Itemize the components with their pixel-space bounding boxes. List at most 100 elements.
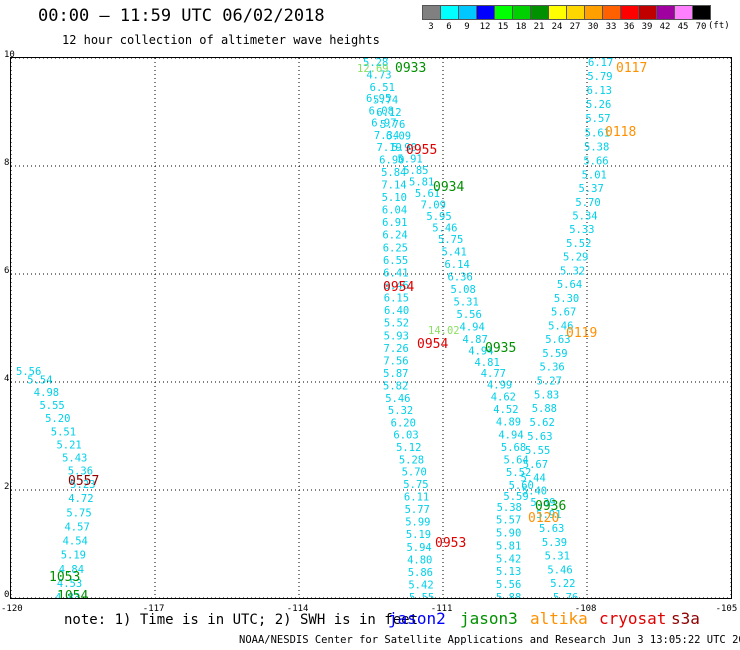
wave-height-label: 5.20 [45, 413, 70, 425]
wave-height-label: 5.10 [382, 192, 407, 204]
wave-height-label: 5.08 [451, 284, 476, 296]
colorbar-swatch [602, 5, 621, 20]
wave-height-label: 5.88 [532, 403, 557, 415]
wave-height-label: 5.27 [537, 376, 562, 388]
wave-height-label: 7.34 [374, 130, 399, 142]
wave-height-label: 5.39 [530, 497, 555, 509]
outlier-wave-label: 12.69 [357, 63, 389, 75]
wave-height-label: 5.63 [527, 431, 552, 443]
wave-height-label: 6.11 [404, 492, 429, 504]
wave-height-label: 5.55 [39, 400, 64, 412]
wave-height-label: 5.31 [545, 551, 570, 563]
wave-height-label: 5.52 [566, 238, 591, 250]
colorbar-level: 42 [659, 22, 671, 32]
wave-height-label: 6.25 [383, 242, 408, 254]
wave-height-label: 6.24 [382, 230, 407, 242]
wave-height-label: 5.90 [496, 528, 521, 540]
satellite-s3a: s3a [671, 609, 700, 628]
colorbar-swatch [674, 5, 693, 20]
x-tick-label: -120 [1, 604, 23, 614]
wave-height-label: 5.22 [550, 578, 575, 590]
wave-height-label: 5.30 [554, 293, 579, 305]
colorbar-level: 36 [623, 22, 635, 32]
pass-time-label: 0954 [383, 280, 414, 295]
wave-height-label: 5.38 [497, 502, 522, 514]
satellite-jason3: jason3 [460, 609, 518, 628]
colorbar-swatch [692, 5, 711, 20]
wave-height-label: 5.33 [569, 224, 594, 236]
wave-height-label: 5.52 [384, 318, 409, 330]
wave-height-label: 6.51 [370, 82, 395, 94]
wave-height-label: 5.74 [373, 94, 398, 106]
wave-height-label: 4.94 [460, 322, 485, 334]
colorbar [422, 5, 711, 20]
wave-height-label: 5.63 [539, 523, 564, 535]
pass-time-label: 0934 [433, 180, 464, 195]
wave-height-label: 5.75 [438, 234, 463, 246]
wave-height-label: 6.41 [383, 267, 408, 279]
wave-height-label: 5.42 [408, 579, 433, 591]
pass-time-label: 0954 [417, 337, 448, 352]
wave-height-label: 5.87 [383, 368, 408, 380]
wave-height-label: 5.38 [584, 141, 609, 153]
wave-height-label: 5.81 [409, 177, 434, 189]
wave-height-label: 4.77 [481, 368, 506, 380]
colorbar-unit: (ft) [708, 21, 730, 31]
colorbar-swatch [422, 5, 441, 20]
wave-height-label: 5.56 [16, 366, 41, 378]
wave-height-label: 4.54 [63, 536, 88, 548]
satellite-altika: altika [530, 609, 588, 628]
wave-height-label: 6.95 [366, 93, 391, 105]
wave-height-label: 5.85 [403, 165, 428, 177]
wave-height-label: 4.98 [34, 387, 59, 399]
wave-height-label: 5.91 [536, 509, 561, 521]
satellite-cryosat: cryosat [599, 609, 667, 628]
pass-time-label: 0935 [485, 341, 516, 356]
wave-height-label: 5.82 [383, 381, 408, 393]
wave-height-label: 5.64 [557, 279, 582, 291]
wave-height-label: 5.88 [496, 592, 521, 598]
wave-height-label: 5.94 [406, 542, 431, 554]
colorbar-swatch [620, 5, 639, 20]
wave-height-label: 5.32 [560, 265, 585, 277]
wave-height-label: 6.03 [393, 430, 418, 442]
wave-height-label: 4.72 [68, 493, 93, 505]
wave-height-label: 5.55 [409, 592, 434, 598]
wave-height-label: 5.67 [523, 459, 548, 471]
wave-height-label: 5.68 [501, 442, 526, 454]
wave-height-label: 4.94 [468, 346, 493, 358]
colorbar-swatch [530, 5, 549, 20]
colorbar-swatch [548, 5, 567, 20]
wave-height-label: 5.79 [587, 71, 612, 83]
wave-height-label: 6.08 [369, 105, 394, 117]
wave-height-label: 5.41 [441, 246, 466, 258]
wave-height-label: 5.90 [392, 142, 417, 154]
wave-height-label: 5.39 [542, 537, 567, 549]
wave-height-label: 5.31 [454, 296, 479, 308]
wave-height-label: 6.36 [448, 271, 473, 283]
colorbar-swatch [458, 5, 477, 20]
wave-height-label: 5.99 [405, 517, 430, 529]
wave-height-label: 5.76 [380, 119, 405, 131]
wave-height-label: 5.84 [381, 167, 406, 179]
wave-height-label: 5.63 [545, 334, 570, 346]
colorbar-level: 3 [428, 22, 434, 32]
pass-time-label: 0933 [395, 61, 426, 76]
colorbar-level: 6 [446, 22, 452, 32]
colorbar-swatch [638, 5, 657, 20]
wave-height-label: 5.75 [66, 507, 91, 519]
wave-height-label: 4.57 [64, 521, 89, 533]
wave-height-label: 5.36 [68, 466, 93, 478]
wave-height-label: 5.86 [408, 567, 433, 579]
wave-height-label: 5.32 [388, 405, 413, 417]
wave-height-label: 4.87 [463, 334, 488, 346]
pass-time-label: 0953 [435, 536, 466, 551]
wave-height-label: 5.60 [509, 480, 534, 492]
wave-height-label: 5.59 [542, 348, 567, 360]
pass-time-label: 0936 [535, 499, 566, 514]
wave-height-label: 5.43 [62, 452, 87, 464]
wave-height-label: 6.04 [382, 205, 407, 217]
wave-height-label: 4.83 [55, 592, 80, 598]
wave-height-label: 5.28 [363, 58, 388, 69]
pass-time-label: 0117 [616, 61, 647, 76]
